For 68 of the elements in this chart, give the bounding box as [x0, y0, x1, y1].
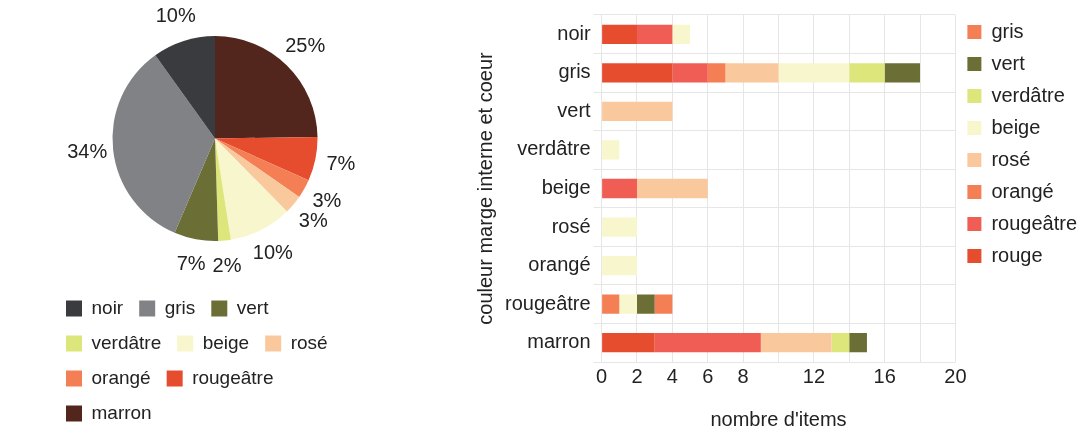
data-label: 25% [285, 34, 326, 57]
bar [602, 178, 637, 199]
data-label: 10% [155, 3, 196, 26]
data-label: 7% [326, 151, 356, 174]
legend-label: noir [91, 296, 124, 318]
bar [602, 255, 637, 276]
bar [672, 24, 691, 44]
y-tick-label: rougeâtre [504, 291, 591, 314]
legend-label: verdâtre [991, 83, 1065, 106]
x-tick-label: 20 [944, 364, 967, 387]
bar [654, 333, 761, 353]
bar [602, 140, 620, 160]
legend-label: orangé [91, 366, 151, 388]
bar [602, 294, 620, 314]
bar [672, 63, 708, 83]
y-tick-label: rosé [551, 214, 591, 237]
data-label: 2% [212, 253, 242, 276]
legend-label: rosé [290, 331, 328, 353]
bar [636, 24, 673, 44]
legend-label: marron [91, 401, 152, 423]
x-tick-label: 4 [666, 364, 678, 387]
legend-label: rouge [991, 243, 1043, 266]
y-tick-label: gris [558, 60, 591, 83]
x-axis-title: nombre d'items [710, 407, 847, 430]
bar [849, 333, 867, 353]
y-tick-label: beige [541, 176, 591, 199]
x-tick-label: 12 [802, 364, 825, 387]
legend-label: orangé [991, 179, 1054, 202]
x-tick-label: 6 [702, 364, 714, 387]
bar [602, 217, 637, 237]
bar [831, 333, 850, 353]
y-tick-label: vert [557, 98, 592, 121]
y-tick-label: verdâtre [517, 137, 591, 160]
legend-label: vert [236, 296, 270, 318]
legend-label: verdâtre [91, 331, 162, 353]
bar [725, 63, 779, 83]
legend-label: gris [991, 19, 1024, 42]
bar [636, 294, 655, 314]
y-tick-label: orangé [528, 253, 591, 276]
data-label: 10% [252, 240, 294, 263]
legend-label: beige [991, 115, 1041, 138]
legend-label: rosé [991, 147, 1031, 170]
bar [654, 294, 673, 314]
data-label: 7% [176, 252, 206, 275]
x-tick-label: 8 [737, 364, 749, 387]
y-axis-title: couleur marge interne et coeur [473, 51, 496, 325]
legend-label: rougeâtre [991, 211, 1078, 234]
legend-label: beige [202, 331, 250, 353]
bar [778, 63, 850, 83]
bar [602, 101, 673, 122]
data-label: 34% [67, 139, 108, 162]
bar [636, 178, 708, 199]
legend-label: vert [991, 51, 1026, 74]
x-tick-label: 2 [631, 364, 643, 387]
legend-label: rougeâtre [192, 366, 274, 388]
legend-label: gris [164, 296, 196, 318]
bar [760, 333, 832, 353]
bar [602, 63, 673, 83]
x-tick-label: 16 [873, 364, 896, 387]
bar [707, 63, 726, 83]
bar [619, 294, 637, 314]
x-tick-label: 0 [596, 364, 608, 387]
bar [602, 333, 655, 353]
bar [602, 24, 637, 44]
bar [884, 63, 921, 83]
y-tick-label: noir [557, 21, 591, 44]
y-tick-label: marron [527, 330, 591, 353]
bar [849, 63, 885, 83]
